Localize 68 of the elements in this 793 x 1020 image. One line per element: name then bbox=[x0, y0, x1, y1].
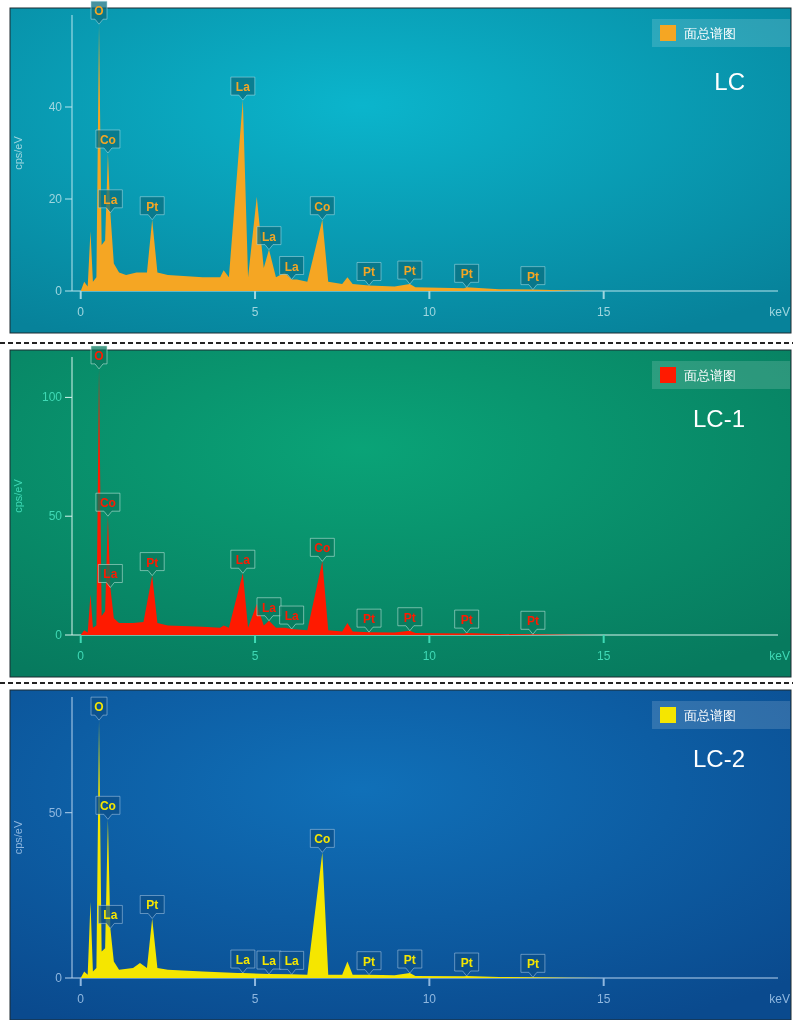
annotation: La bbox=[235, 553, 251, 568]
annotation: Pt bbox=[146, 898, 159, 913]
annotation: Pt bbox=[146, 555, 159, 570]
x-tick-label: 0 bbox=[77, 649, 85, 663]
x-tick-label: 15 bbox=[597, 305, 611, 319]
text: LC-1 bbox=[692, 405, 745, 432]
annotation: La bbox=[261, 954, 277, 969]
annotation: O bbox=[94, 700, 104, 715]
annotation: La bbox=[103, 192, 118, 207]
legend-label: 面总谱图 bbox=[684, 26, 736, 41]
x-tick-label: 15 bbox=[597, 649, 611, 663]
x-axis-title: keV bbox=[769, 992, 790, 1006]
y-axis-title: cps/eV bbox=[12, 478, 24, 513]
annotation: Pt bbox=[146, 199, 159, 214]
x-axis-title: keV bbox=[769, 305, 790, 319]
y-tick-label: 0 bbox=[55, 284, 63, 298]
annotation: Pt bbox=[526, 957, 539, 972]
annotation: La bbox=[284, 609, 299, 624]
text: LC bbox=[714, 68, 745, 95]
annotation: Pt bbox=[403, 264, 416, 279]
annotation: Pt bbox=[363, 612, 376, 627]
annotation: Co bbox=[99, 496, 116, 511]
annotation: La bbox=[235, 80, 251, 95]
y-axis-title: cps/eV bbox=[12, 820, 24, 855]
x-tick-label: 5 bbox=[251, 649, 259, 663]
annotation: La bbox=[235, 953, 251, 968]
x-tick-label: 10 bbox=[422, 305, 437, 319]
y-tick-label: 50 bbox=[48, 509, 63, 524]
annotation: Pt bbox=[460, 267, 473, 282]
annotation: La bbox=[261, 229, 277, 244]
annotation: La bbox=[103, 908, 118, 923]
annotation: Pt bbox=[526, 269, 539, 284]
annotation: Pt bbox=[526, 614, 539, 629]
annotation: O bbox=[94, 4, 104, 19]
x-tick-label: 0 bbox=[77, 992, 85, 1006]
x-axis-title: keV bbox=[769, 649, 790, 663]
y-tick-label: 20 bbox=[48, 192, 63, 206]
x-tick-label: 15 bbox=[597, 992, 611, 1006]
annotation: La bbox=[284, 954, 299, 969]
annotation: Pt bbox=[403, 953, 416, 968]
annotation: Co bbox=[314, 541, 331, 556]
annotation: Pt bbox=[363, 954, 376, 969]
annotation: Co bbox=[99, 133, 116, 147]
y-tick-label: 40 bbox=[48, 100, 63, 114]
annotation: Pt bbox=[460, 613, 473, 628]
annotation: La bbox=[284, 259, 299, 274]
y-tick-label: 50 bbox=[48, 805, 63, 820]
annotation: La bbox=[261, 600, 277, 615]
x-tick-label: 10 bbox=[422, 649, 437, 663]
y-tick-label: 0 bbox=[55, 971, 63, 985]
y-tick-label: 0 bbox=[55, 628, 63, 642]
legend-label: 面总谱图 bbox=[684, 708, 736, 723]
x-tick-label: 0 bbox=[77, 305, 85, 319]
annotation: La bbox=[103, 567, 118, 582]
annotation: Co bbox=[314, 199, 331, 214]
y-axis-title: cps/eV bbox=[12, 135, 24, 170]
legend-label: 面总谱图 bbox=[684, 368, 736, 383]
x-tick-label: 5 bbox=[251, 305, 259, 319]
x-tick-label: 5 bbox=[251, 992, 259, 1006]
annotation: Pt bbox=[460, 956, 473, 971]
text: LC-2 bbox=[692, 745, 745, 772]
annotation: Co bbox=[314, 832, 331, 847]
y-tick-label: 100 bbox=[41, 390, 63, 405]
annotation: O bbox=[94, 348, 104, 363]
annotation: Pt bbox=[403, 610, 416, 625]
x-tick-label: 10 bbox=[422, 992, 437, 1006]
annotation: Pt bbox=[363, 265, 376, 280]
annotation: Co bbox=[99, 799, 116, 814]
